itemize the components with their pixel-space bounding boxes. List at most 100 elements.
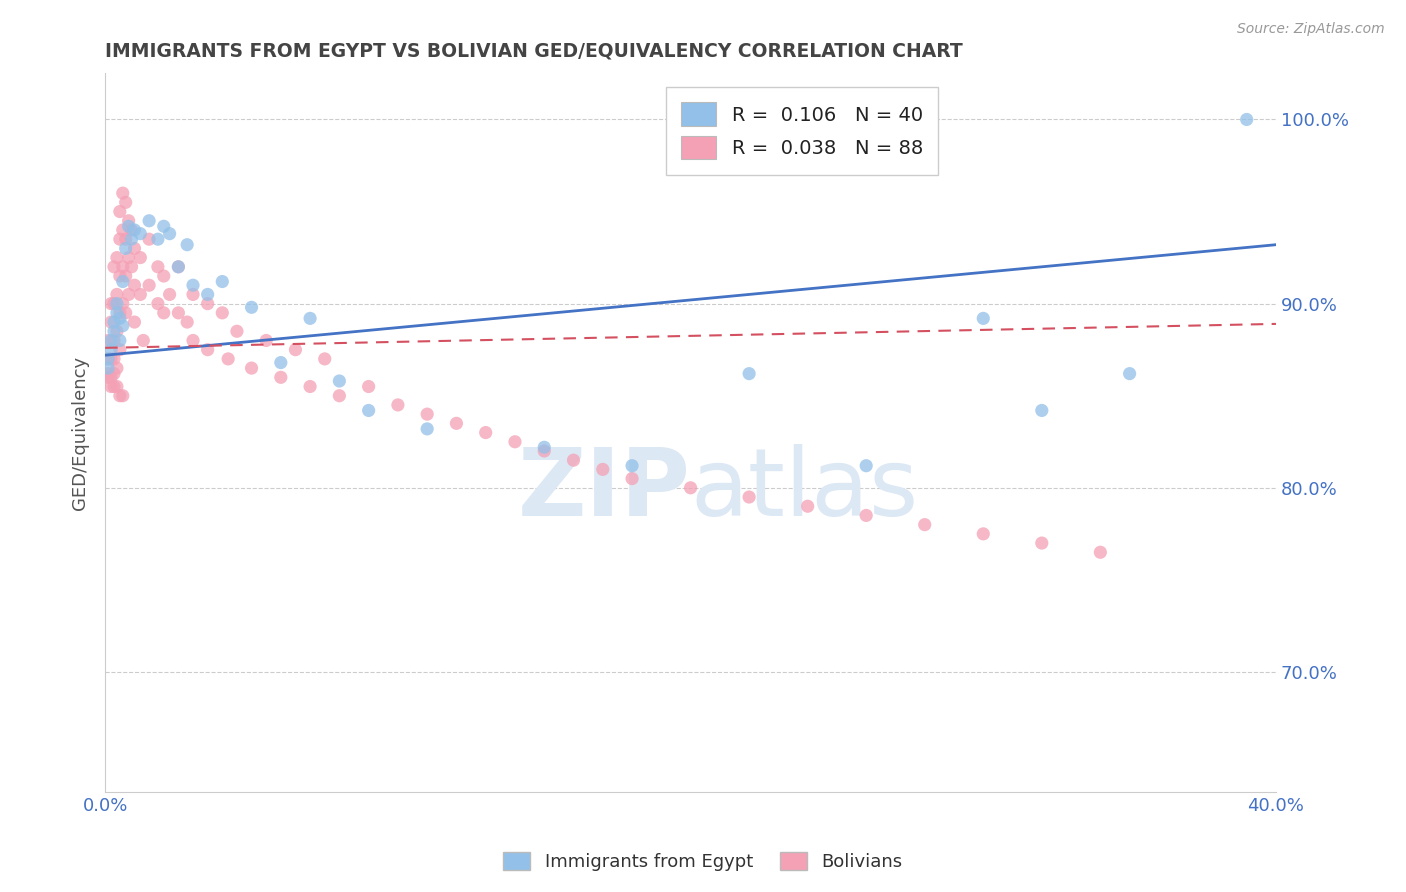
Point: [117, 213, 139, 227]
Point: [197, 296, 219, 310]
Point: [1031, 403, 1053, 417]
Point: [105, 361, 128, 376]
Point: [167, 260, 190, 274]
Legend: Immigrants from Egypt, Bolivians: Immigrants from Egypt, Bolivians: [496, 845, 910, 879]
Point: [181, 278, 204, 293]
Point: [129, 227, 152, 241]
Point: [328, 374, 350, 388]
Point: [121, 260, 143, 274]
Point: [97, 361, 120, 376]
Point: [124, 278, 146, 293]
Point: [416, 407, 439, 421]
Point: [299, 379, 322, 393]
Point: [181, 334, 204, 348]
Point: [105, 296, 128, 310]
Point: [533, 444, 555, 458]
Point: [117, 287, 139, 301]
Point: [240, 301, 263, 315]
Point: [111, 223, 134, 237]
Point: [108, 311, 131, 326]
Point: [100, 351, 122, 366]
Point: [100, 379, 122, 393]
Point: [100, 370, 122, 384]
Point: [357, 403, 380, 417]
Point: [152, 219, 174, 234]
Point: [100, 296, 122, 310]
Point: [592, 462, 614, 476]
Point: [738, 490, 761, 504]
Point: [105, 324, 128, 338]
Point: [446, 417, 468, 431]
Point: [108, 232, 131, 246]
Point: [105, 287, 128, 301]
Text: Source: ZipAtlas.com: Source: ZipAtlas.com: [1237, 22, 1385, 37]
Point: [111, 260, 134, 274]
Point: [226, 324, 249, 338]
Point: [103, 334, 125, 348]
Point: [176, 237, 198, 252]
Legend: R =  0.106   N = 40, R =  0.038   N = 88: R = 0.106 N = 40, R = 0.038 N = 88: [665, 87, 938, 175]
Text: atlas: atlas: [690, 444, 920, 536]
Point: [138, 232, 160, 246]
Point: [117, 219, 139, 234]
Point: [108, 204, 131, 219]
Point: [138, 278, 160, 293]
Point: [240, 361, 263, 376]
Point: [562, 453, 585, 467]
Point: [146, 232, 169, 246]
Point: [103, 260, 125, 274]
Point: [111, 318, 134, 333]
Point: [159, 227, 181, 241]
Point: [387, 398, 409, 412]
Point: [114, 268, 136, 283]
Point: [328, 389, 350, 403]
Point: [111, 186, 134, 201]
Point: [103, 351, 125, 366]
Point: [176, 315, 198, 329]
Point: [100, 334, 122, 348]
Point: [114, 241, 136, 255]
Point: [211, 275, 233, 289]
Y-axis label: GED/Equivalency: GED/Equivalency: [72, 356, 89, 509]
Point: [197, 287, 219, 301]
Point: [914, 517, 936, 532]
Point: [503, 434, 526, 449]
Point: [738, 367, 761, 381]
Point: [152, 268, 174, 283]
Point: [152, 306, 174, 320]
Text: IMMIGRANTS FROM EGYPT VS BOLIVIAN GED/EQUIVALENCY CORRELATION CHART: IMMIGRANTS FROM EGYPT VS BOLIVIAN GED/EQ…: [105, 42, 963, 61]
Point: [357, 379, 380, 393]
Point: [103, 315, 125, 329]
Point: [167, 306, 190, 320]
Point: [124, 241, 146, 255]
Point: [97, 367, 120, 381]
Point: [972, 526, 994, 541]
Point: [103, 379, 125, 393]
Point: [100, 315, 122, 329]
Point: [1090, 545, 1112, 559]
Point: [124, 315, 146, 329]
Point: [121, 232, 143, 246]
Point: [270, 370, 292, 384]
Point: [108, 389, 131, 403]
Point: [97, 370, 120, 384]
Point: [167, 260, 190, 274]
Point: [105, 251, 128, 265]
Point: [621, 458, 644, 473]
Point: [181, 287, 204, 301]
Point: [129, 251, 152, 265]
Point: [103, 296, 125, 310]
Point: [621, 472, 644, 486]
Point: [138, 213, 160, 227]
Point: [114, 195, 136, 210]
Point: [1236, 112, 1258, 127]
Point: [105, 306, 128, 320]
Point: [108, 268, 131, 283]
Point: [474, 425, 496, 440]
Point: [103, 367, 125, 381]
Point: [114, 306, 136, 320]
Point: [111, 389, 134, 403]
Point: [972, 311, 994, 326]
Point: [796, 500, 818, 514]
Point: [97, 334, 120, 348]
